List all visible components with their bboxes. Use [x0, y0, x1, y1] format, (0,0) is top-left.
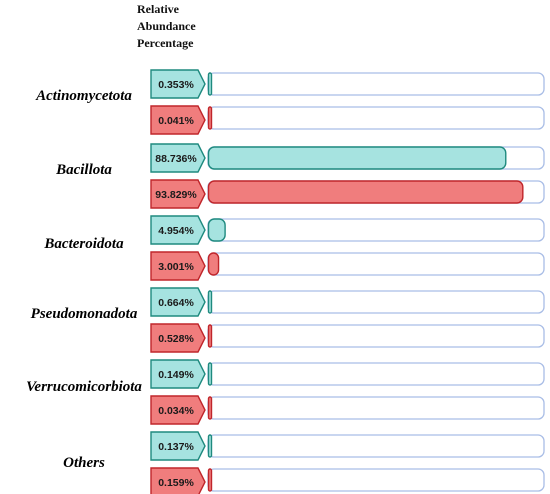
bar-fill: [207, 290, 213, 314]
chart-header: Relative Abundance Percentage: [137, 2, 196, 50]
bar-row: 88.736%: [150, 143, 545, 173]
value-tag: [150, 431, 206, 461]
value-label: 4.954%: [158, 225, 194, 237]
phylum-label: Actinomycetota: [35, 88, 132, 104]
bar-rows: 0.353% 0.041% 88.736% 93.829% 4.954% 3.001% 0.…: [150, 69, 545, 494]
value-tag: [150, 287, 206, 317]
value-label: 88.736%: [155, 153, 197, 165]
value-label: 0.528%: [158, 333, 194, 345]
value-label: 0.353%: [158, 79, 194, 91]
bar-row: 0.034%: [150, 395, 545, 425]
bar-fill: [207, 146, 507, 170]
bar-track: [207, 218, 545, 242]
phylum-label: Pseudomonadota: [31, 306, 138, 322]
bar-fill: [207, 362, 213, 386]
phylum-label: Bacteroidota: [43, 236, 124, 252]
bar-row: 93.829%: [150, 179, 545, 209]
header-line: Relative: [137, 2, 180, 16]
bar-track: [207, 362, 545, 386]
bar-fill: [207, 324, 213, 348]
phylum-label: Bacillota: [55, 162, 112, 178]
bar-row: 0.149%: [150, 359, 545, 389]
phylum-label: Others: [63, 455, 105, 471]
bar-track: [207, 396, 545, 420]
bar-track: [207, 252, 545, 276]
value-tag: [150, 323, 206, 353]
bar-track: [207, 324, 545, 348]
value-label: 0.149%: [158, 369, 194, 381]
bar-row: 0.528%: [150, 323, 545, 353]
bar-fill: [207, 434, 213, 458]
bar-fill: [207, 396, 213, 420]
bar-row: 0.353%: [150, 69, 545, 99]
bar-fill: [207, 180, 524, 204]
phylum-labels: Actinomycetota Bacillota Bacteroidota Pseud…: [26, 88, 142, 471]
value-tag: [150, 359, 206, 389]
value-label: 3.001%: [158, 261, 194, 273]
bar-track: [207, 468, 545, 492]
bar-fill: [207, 468, 213, 492]
value-tag: [150, 143, 206, 173]
bar-fill: [207, 218, 226, 242]
header-line: Percentage: [137, 36, 194, 50]
bar-row: 4.954%: [150, 215, 545, 245]
value-label: 0.041%: [158, 115, 194, 127]
value-tag: [150, 69, 206, 99]
bar-row: 0.664%: [150, 287, 545, 317]
bar-row: 0.137%: [150, 431, 545, 461]
bar-track: [207, 106, 545, 130]
bar-row: 0.041%: [150, 105, 545, 135]
bar-track: [207, 290, 545, 314]
value-label: 93.829%: [155, 189, 197, 201]
value-tag: [150, 215, 206, 245]
value-label: 0.664%: [158, 297, 194, 309]
value-tag: [150, 395, 206, 425]
bar-row: 3.001%: [150, 251, 545, 281]
value-label: 0.137%: [158, 441, 194, 453]
value-tag: [150, 251, 206, 281]
value-tag: [150, 179, 206, 209]
bar-row: 0.159%: [150, 467, 545, 494]
bar-track: [207, 72, 545, 96]
bar-fill: [207, 106, 213, 130]
value-label: 0.159%: [158, 477, 194, 489]
bar-track: [207, 434, 545, 458]
value-tag: [150, 105, 206, 135]
header-line: Abundance: [137, 19, 196, 33]
bar-fill: [207, 72, 213, 96]
value-tag: [150, 467, 206, 494]
bar-fill: [207, 252, 220, 276]
value-label: 0.034%: [158, 405, 194, 417]
phylum-label: Verrucomicorbiota: [26, 379, 142, 395]
